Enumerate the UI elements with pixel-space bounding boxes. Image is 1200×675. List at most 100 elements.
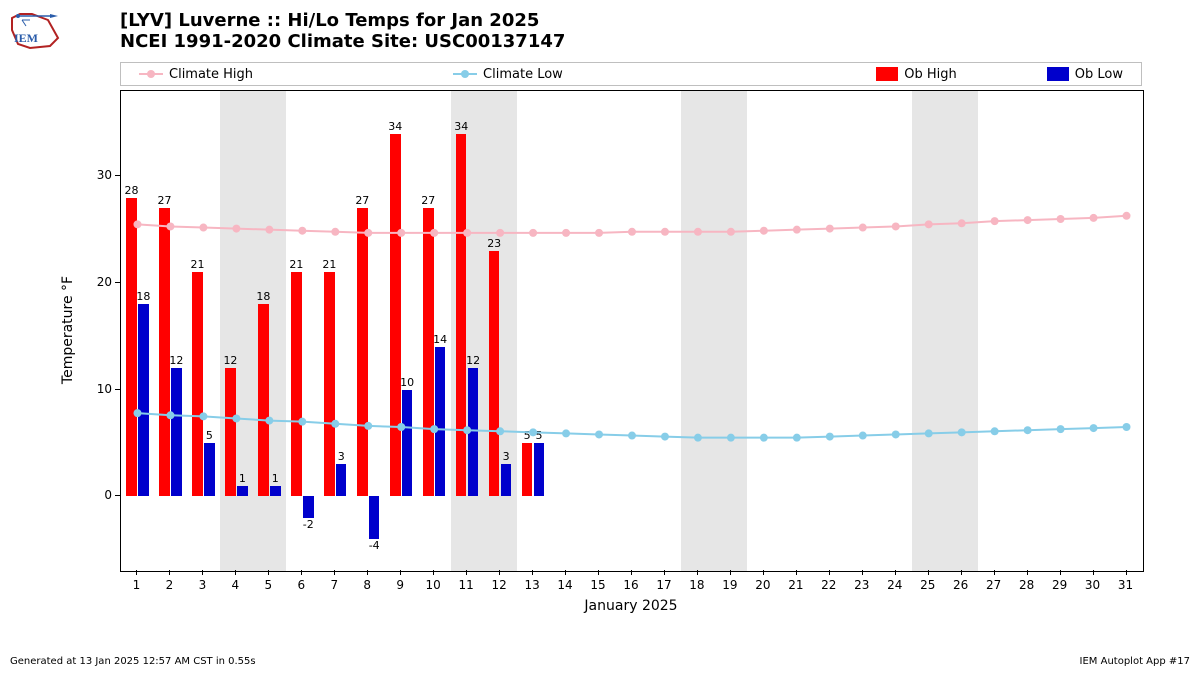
ob-low-bar-label: -2 xyxy=(303,518,314,531)
ob-high-bar xyxy=(423,208,434,496)
x-tick-mark xyxy=(334,570,335,575)
iem-logo: IEM xyxy=(8,8,64,52)
ob-low-bar xyxy=(534,443,545,496)
ob-high-bar-label: 12 xyxy=(223,354,237,367)
x-tick-mark xyxy=(796,570,797,575)
ob-low-bar-label: -4 xyxy=(369,539,380,552)
ob-low-bar xyxy=(204,443,215,496)
x-tick-mark xyxy=(202,570,203,575)
ob-low-bar-label: 14 xyxy=(433,333,447,346)
legend: Climate High Climate Low Ob High Ob Low xyxy=(120,62,1142,86)
x-tick-label: 29 xyxy=(1052,578,1067,592)
title-line-2: NCEI 1991-2020 Climate Site: USC00137147 xyxy=(120,31,565,52)
ob-low-bar-label: 12 xyxy=(466,354,480,367)
x-tick-label: 1 xyxy=(133,578,141,592)
x-tick-label: 7 xyxy=(330,578,338,592)
plot-area: 28272112182121273427342351812511-23-4101… xyxy=(120,90,1144,572)
legend-climate-low-swatch xyxy=(453,73,477,75)
y-tick-label: 20 xyxy=(97,275,112,289)
ob-low-bar xyxy=(501,464,512,496)
x-tick-mark xyxy=(895,570,896,575)
ob-low-bar xyxy=(435,347,446,496)
ob-high-bar-label: 18 xyxy=(256,290,270,303)
x-tick-label: 5 xyxy=(265,578,273,592)
title-line-1: [LYV] Luverne :: Hi/Lo Temps for Jan 202… xyxy=(120,10,565,31)
x-tick-label: 11 xyxy=(459,578,474,592)
legend-climate-high-label: Climate High xyxy=(169,67,253,82)
x-tick-mark xyxy=(994,570,995,575)
x-tick-mark xyxy=(1060,570,1061,575)
x-tick-label: 22 xyxy=(821,578,836,592)
x-tick-mark xyxy=(631,570,632,575)
ob-low-bar-label: 1 xyxy=(272,472,279,485)
ob-high-bar xyxy=(390,134,401,497)
x-tick-label: 6 xyxy=(297,578,305,592)
x-tick-mark xyxy=(532,570,533,575)
ob-low-bar-label: 10 xyxy=(400,376,414,389)
ob-low-bar xyxy=(270,486,281,497)
x-tick-label: 21 xyxy=(788,578,803,592)
x-tick-mark xyxy=(829,570,830,575)
ob-high-bar xyxy=(456,134,467,497)
svg-text:IEM: IEM xyxy=(14,31,38,45)
x-tick-mark xyxy=(169,570,170,575)
x-tick-mark xyxy=(862,570,863,575)
x-tick-mark xyxy=(664,570,665,575)
x-tick-mark xyxy=(763,570,764,575)
legend-climate-high-swatch xyxy=(139,73,163,75)
x-tick-mark xyxy=(466,570,467,575)
weekend-band xyxy=(681,91,747,571)
ob-high-bar-label: 21 xyxy=(289,258,303,271)
footer-app: IEM Autoplot App #17 xyxy=(1080,656,1190,667)
chart-title: [LYV] Luverne :: Hi/Lo Temps for Jan 202… xyxy=(120,10,565,52)
ob-high-bar-label: 27 xyxy=(158,194,172,207)
x-tick-label: 4 xyxy=(232,578,240,592)
x-tick-label: 31 xyxy=(1118,578,1133,592)
x-tick-label: 2 xyxy=(166,578,174,592)
ob-high-bar-label: 34 xyxy=(454,120,468,133)
ob-high-bar xyxy=(225,368,236,496)
legend-ob-high-swatch xyxy=(876,67,898,81)
x-tick-label: 14 xyxy=(557,578,572,592)
weekend-band xyxy=(912,91,978,571)
x-tick-label: 30 xyxy=(1085,578,1100,592)
x-tick-mark xyxy=(961,570,962,575)
ob-low-bar-label: 1 xyxy=(239,472,246,485)
x-tick-label: 28 xyxy=(1019,578,1034,592)
x-tick-label: 25 xyxy=(920,578,935,592)
ob-high-bar-label: 21 xyxy=(190,258,204,271)
ob-high-bar xyxy=(192,272,203,496)
y-axis-label: Temperature °F xyxy=(60,276,76,384)
ob-low-bar-label: 5 xyxy=(536,429,543,442)
ob-high-bar-label: 27 xyxy=(421,194,435,207)
ob-low-bar xyxy=(402,390,413,497)
ob-low-bar-label: 18 xyxy=(136,290,150,303)
y-tick-label: 30 xyxy=(97,168,112,182)
x-tick-mark xyxy=(1027,570,1028,575)
x-tick-label: 3 xyxy=(199,578,207,592)
x-tick-label: 24 xyxy=(887,578,902,592)
ob-high-bar xyxy=(357,208,368,496)
ob-high-bar xyxy=(324,272,335,496)
x-tick-mark xyxy=(499,570,500,575)
x-tick-label: 15 xyxy=(590,578,605,592)
x-axis-label: January 2025 xyxy=(120,598,1142,614)
x-tick-label: 10 xyxy=(426,578,441,592)
x-tick-label: 16 xyxy=(623,578,638,592)
x-tick-mark xyxy=(928,570,929,575)
x-tick-label: 23 xyxy=(854,578,869,592)
x-tick-label: 8 xyxy=(363,578,371,592)
ob-low-bar xyxy=(237,486,248,497)
x-tick-label: 9 xyxy=(396,578,404,592)
ob-high-bar-label: 28 xyxy=(125,184,139,197)
ob-low-bar xyxy=(138,304,149,496)
ob-high-bar xyxy=(291,272,302,496)
legend-ob-high-label: Ob High xyxy=(904,67,957,82)
ob-high-bar xyxy=(258,304,269,496)
x-tick-mark xyxy=(433,570,434,575)
ob-low-bar-label: 12 xyxy=(169,354,183,367)
ob-low-bar xyxy=(303,496,314,517)
x-tick-mark xyxy=(400,570,401,575)
x-tick-label: 17 xyxy=(656,578,671,592)
x-tick-label: 13 xyxy=(524,578,539,592)
